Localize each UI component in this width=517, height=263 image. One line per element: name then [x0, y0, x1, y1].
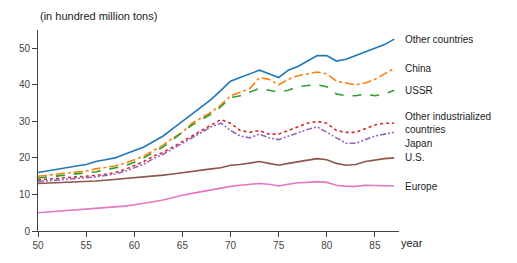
svg-text:80: 80: [321, 240, 333, 251]
svg-text:40: 40: [19, 79, 31, 90]
svg-text:75: 75: [273, 240, 285, 251]
svg-text:60: 60: [129, 240, 141, 251]
svg-text:50: 50: [32, 240, 44, 251]
svg-text:Other industrializedcountries: Other industrializedcountries: [405, 111, 491, 135]
svg-text:55: 55: [81, 240, 93, 251]
svg-text:year: year: [401, 237, 423, 249]
svg-text:85: 85: [369, 240, 381, 251]
svg-text:China: China: [405, 63, 432, 74]
svg-text:U.S.: U.S.: [405, 152, 424, 163]
svg-text:70: 70: [225, 240, 237, 251]
svg-text:50: 50: [19, 43, 31, 54]
svg-text:30: 30: [19, 116, 31, 127]
svg-text:10: 10: [19, 189, 31, 200]
svg-text:Japan: Japan: [405, 138, 432, 149]
svg-text:USSR: USSR: [405, 85, 433, 96]
svg-text:Europe: Europe: [405, 181, 438, 192]
svg-text:20: 20: [19, 152, 31, 163]
svg-text:0: 0: [24, 226, 30, 237]
svg-text:(in hundred million tons): (in hundred million tons): [40, 10, 157, 22]
svg-text:Other countries: Other countries: [405, 34, 473, 45]
svg-text:65: 65: [177, 240, 189, 251]
